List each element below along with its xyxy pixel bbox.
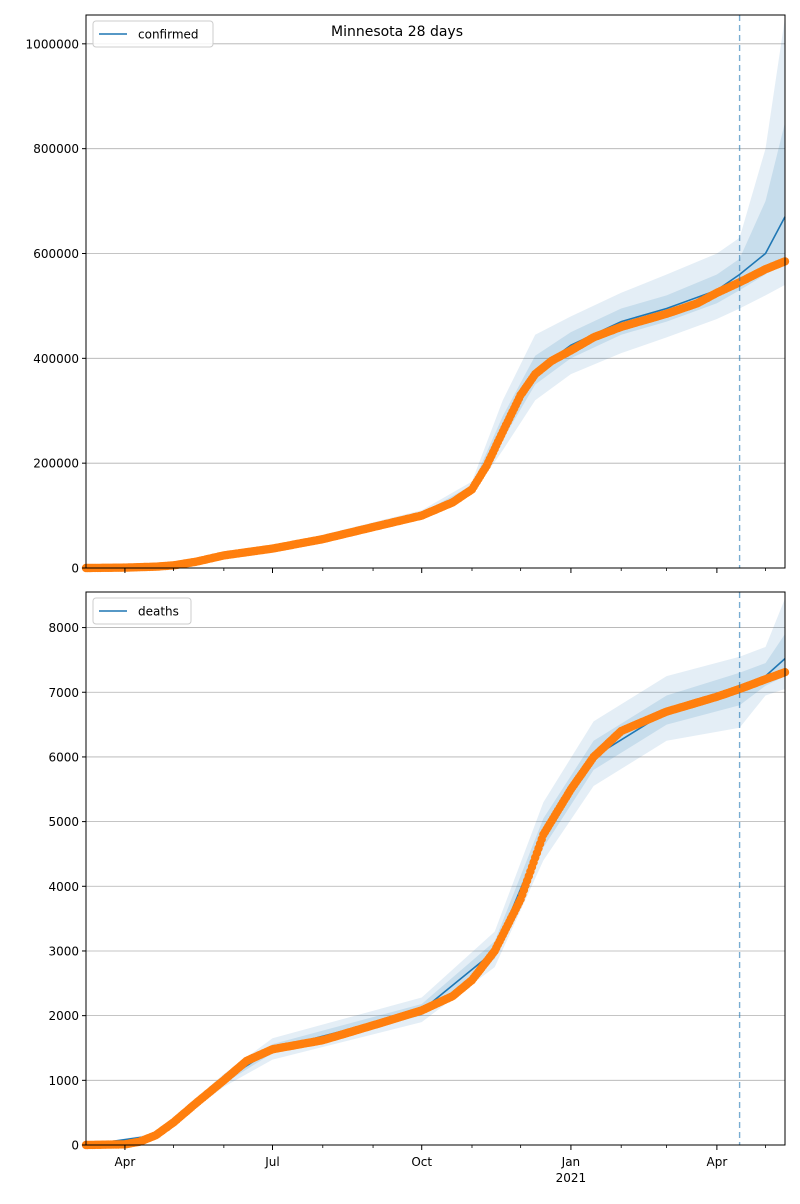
- x-tick-label: Jan: [561, 1155, 581, 1169]
- legend-box: [92, 597, 192, 625]
- confidence-band-inner: [86, 122, 785, 568]
- x-tick-label: Jul: [264, 1155, 279, 1169]
- legend-label: confirmed: [138, 28, 199, 42]
- y-tick-label: 1000: [48, 1074, 79, 1088]
- y-tick-label: 1000000: [26, 37, 79, 51]
- confidence-band-outer: [86, 17, 785, 569]
- deaths-panel: 0 1000 2000 3000 4000 5000 6000 7000 8000 Apr Jul O…: [48, 591, 790, 1185]
- y-tick-label: 800000: [33, 142, 79, 156]
- x-tick-label: Oct: [411, 1155, 432, 1169]
- y-tick-label: 3000: [48, 944, 79, 958]
- x-tick-sublabel: 2021: [556, 1171, 587, 1185]
- y-tick-label: 5000: [48, 815, 79, 829]
- y-tick-label: 8000: [48, 621, 79, 635]
- confirmed-panel: 0 200000 400000 600000 800000 1000000 confirme…: [26, 14, 790, 576]
- plot-frame: [85, 14, 786, 569]
- x-tick-label: Apr: [115, 1155, 136, 1169]
- y-tick-label: 6000: [48, 750, 79, 764]
- plot-frame: [85, 591, 786, 1146]
- legend-box: [92, 20, 214, 48]
- y-tick-label: 200000: [33, 457, 79, 471]
- legend-label: deaths: [138, 605, 179, 619]
- y-tick-label: 2000: [48, 1009, 79, 1023]
- legend: confirmed: [92, 20, 214, 48]
- y-tick-label: 400000: [33, 352, 79, 366]
- y-tick-label: 0: [71, 562, 79, 576]
- legend: deaths: [92, 597, 192, 625]
- y-tick-label: 0: [71, 1139, 79, 1153]
- y-tick-label: 600000: [33, 247, 79, 261]
- y-tick-label: 4000: [48, 880, 79, 894]
- y-tick-label: 7000: [48, 686, 79, 700]
- x-tick-label: Apr: [707, 1155, 728, 1169]
- confidence-band-inner: [86, 634, 785, 1145]
- confidence-band-outer: [86, 598, 785, 1145]
- chart-title: Minnesota 28 days: [331, 24, 463, 40]
